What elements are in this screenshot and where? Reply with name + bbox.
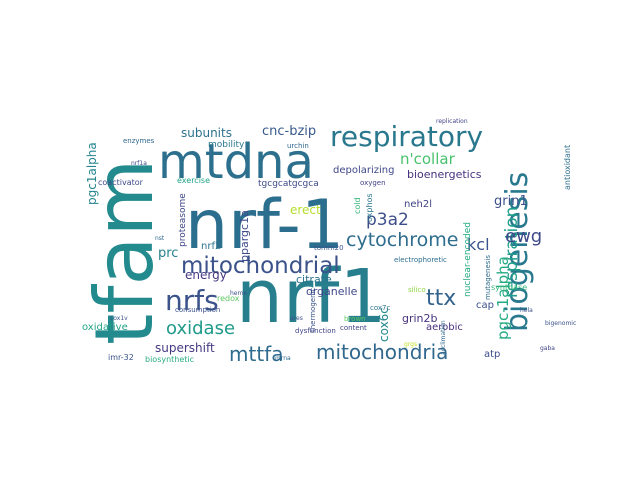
- word-erect: erect: [290, 203, 321, 217]
- word-biosynthetic: biosynthetic: [145, 355, 194, 364]
- word-cold: cold: [353, 197, 362, 214]
- word-cytochrome: cytochrome: [346, 229, 458, 251]
- word-tomm20: tomm20: [314, 244, 344, 252]
- word-coactivator: coactivator: [98, 178, 144, 187]
- word-supershift: supershift: [155, 341, 215, 355]
- word-mrna: mrna: [275, 355, 291, 362]
- word-respiratory: respiratory: [330, 120, 483, 153]
- word-nst: nst: [155, 235, 165, 242]
- word-grin1: grin1: [494, 194, 528, 209]
- word-grgs: grgs: [404, 341, 417, 348]
- word-brown: brown: [344, 315, 366, 323]
- word-pgc1alpha: pgc1alpha: [85, 142, 99, 205]
- word-bioenergetics: bioenergetics: [407, 168, 482, 181]
- word-exercise: exercise: [177, 176, 210, 185]
- word-cox7c: cox7c: [370, 304, 391, 312]
- word-oxidative: oxidative: [82, 322, 128, 333]
- word-enzymes: enzymes: [123, 137, 155, 145]
- word-content: content: [340, 324, 367, 332]
- word-citrate: citrate: [296, 273, 332, 286]
- word-redox: redox: [217, 294, 240, 303]
- word-cnc-bzip: cnc-bzip: [262, 124, 316, 139]
- word-gaba: gaba: [540, 345, 555, 352]
- word-ttx: ttx: [426, 286, 456, 311]
- word-antioxidant: antioxidant: [563, 145, 572, 190]
- word-mtdna: mtdna: [158, 134, 314, 190]
- word-mutagenesis: mutagenesis: [484, 255, 492, 300]
- word-synthase: synthase: [491, 283, 527, 292]
- word-neh2l: neh2l: [404, 199, 432, 210]
- word-aerobic: aerobic: [426, 322, 463, 333]
- word-prc: prc: [158, 246, 178, 261]
- word-hela: hela: [520, 307, 533, 314]
- word-imr-32: imr-32: [108, 353, 134, 362]
- word-ewg: ewg: [505, 226, 542, 247]
- word-cap: cap: [476, 300, 494, 311]
- word-p3a2: p3a2: [366, 210, 409, 230]
- word-biogenesis: biogenesis: [500, 172, 535, 332]
- word-oxidase: oxidase: [166, 318, 235, 339]
- word-nrf-1: nrf-1: [185, 186, 344, 265]
- word-nuclear-encoded: nuclear-encoded: [463, 222, 473, 297]
- word-urchin: urchin: [287, 142, 309, 150]
- word-acclimation: acclimation: [440, 320, 447, 355]
- word-consumption: consumption: [175, 306, 220, 314]
- word-mobility: mobility: [208, 140, 245, 150]
- word-heme: heme: [230, 290, 247, 297]
- word-pgc-1alpha: pgc-1alpha: [494, 256, 512, 340]
- word-nrf2: nrf2: [201, 241, 221, 252]
- word-thermogenic: thermogenic: [309, 288, 317, 332]
- cloud-background: [80, 118, 560, 363]
- word-tfam: tfam: [78, 159, 171, 345]
- word-oxphos: oxphos: [365, 193, 374, 222]
- word-atp: atp: [484, 349, 500, 360]
- word-dysfunction: dysfunction: [295, 327, 336, 335]
- word-mttfa: mttfa: [229, 342, 283, 366]
- word-mitochondria: mitochondria: [316, 340, 448, 364]
- word-cox1v: cox1v: [110, 315, 128, 322]
- word-nrf1: nrf1: [236, 254, 386, 340]
- word-silico: silico: [408, 286, 426, 294]
- word-electrophoretic: electrophoretic: [394, 256, 447, 264]
- word-tgcgcatgcgca: tgcgcatgcgca: [258, 179, 319, 189]
- word-ares: ares: [290, 315, 303, 322]
- word-bigenomic: bigenomic: [545, 320, 576, 327]
- word-ncollar: n'collar: [400, 150, 456, 168]
- word-oxygen: oxygen: [360, 179, 386, 187]
- word-replication: replication: [436, 118, 468, 125]
- word-organelle: organelle: [306, 285, 358, 298]
- word-nrfs: nrfs: [165, 284, 219, 317]
- word-nrf1a: nrf1a: [131, 160, 147, 167]
- word-mitochondrial: mitochondrial: [181, 253, 340, 279]
- word-respiration: respiration: [502, 207, 522, 298]
- word-energy: energy: [185, 268, 227, 282]
- word-subunits: subunits: [181, 126, 232, 140]
- word-cox6c: cox6c: [377, 307, 391, 342]
- word-ppargc1a: ppargc1a: [238, 210, 251, 262]
- word-kcl: kcl: [467, 235, 490, 254]
- word-grin2b: grin2b: [402, 312, 438, 325]
- word-proteasome: proteasome: [178, 193, 188, 247]
- word-depolarizing: depolarizing: [333, 165, 394, 176]
